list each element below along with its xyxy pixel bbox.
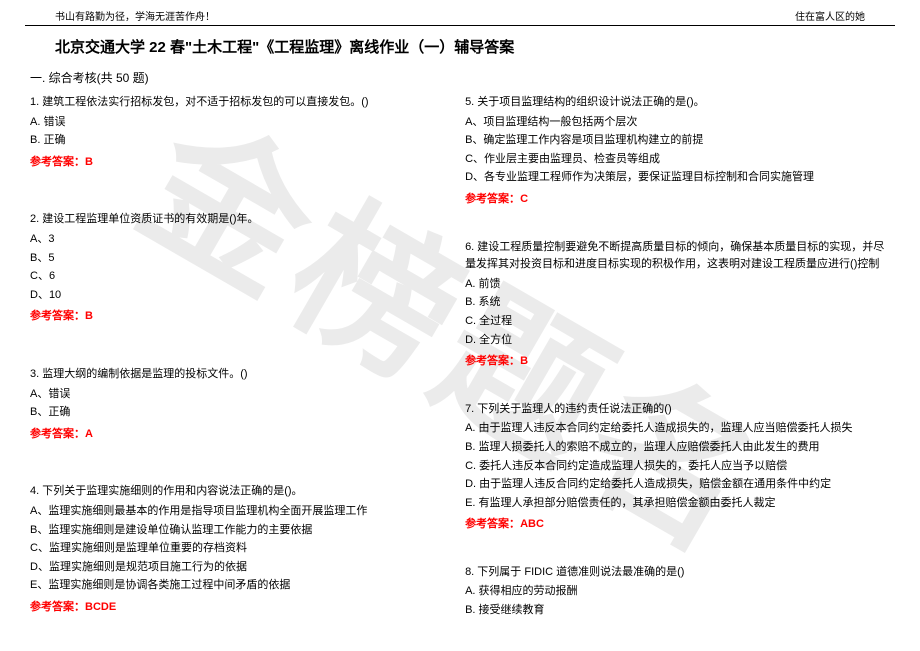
option: D、10 — [30, 287, 445, 305]
question-text: 1. 建筑工程依法实行招标发包，对不适于招标发包的可以直接发包。() — [30, 94, 445, 112]
right-column: 5. 关于项目监理结构的组织设计说法正确的是()。 A、项目监理结构一般包括两个… — [465, 94, 890, 644]
option: A. 获得相应的劳动报酬 — [465, 583, 890, 601]
document-title: 北京交通大学 22 春"土木工程"《工程监理》离线作业（一）辅导答案 — [0, 26, 920, 65]
section-title: 一. 综合考核(共 50 题) — [0, 65, 920, 94]
question-2: 2. 建设工程监理单位资质证书的有效期是()年。 A、3 B、5 C、6 D、1… — [30, 211, 445, 326]
option: B、5 — [30, 250, 445, 268]
answer: 参考答案：A — [30, 426, 445, 444]
answer: 参考答案：B — [30, 308, 445, 326]
option: B、正确 — [30, 404, 445, 422]
question-text: 2. 建设工程监理单位资质证书的有效期是()年。 — [30, 211, 445, 229]
option: A、3 — [30, 231, 445, 249]
option: D、各专业监理工程师作为决策层，要保证监理目标控制和合同实施管理 — [465, 169, 890, 187]
answer: 参考答案：ABC — [465, 516, 890, 534]
option: C、监理实施细则是监理单位重要的存档资料 — [30, 540, 445, 558]
option: A、错误 — [30, 386, 445, 404]
option: C、作业层主要由监理员、检查员等组成 — [465, 151, 890, 169]
option: B. 监理人损委托人的索赔不成立的，监理人应赔偿委托人由此发生的费用 — [465, 439, 890, 457]
option: B. 接受继续教育 — [465, 602, 890, 620]
question-7: 7. 下列关于监理人的违约责任说法正确的() A. 由于监理人违反本合同约定给委… — [465, 401, 890, 534]
question-4: 4. 下列关于监理实施细则的作用和内容说法正确的是()。 A、监理实施细则最基本… — [30, 483, 445, 616]
question-text: 3. 监理大纲的编制依据是监理的投标文件。() — [30, 366, 445, 384]
option: D. 由于监理人违反合同约定给委托人造成损失，赔偿金额在通用条件中约定 — [465, 476, 890, 494]
answer: 参考答案：B — [465, 353, 890, 371]
question-text: 6. 建设工程质量控制要避免不断提高质量目标的倾向，确保基本质量目标的实现，并尽… — [465, 239, 890, 274]
option: E、监理实施细则是协调各类施工过程中间矛盾的依据 — [30, 577, 445, 595]
option: C. 委托人违反本合同约定造成监理人损失的，委托人应当予以赔偿 — [465, 458, 890, 476]
question-1: 1. 建筑工程依法实行招标发包，对不适于招标发包的可以直接发包。() A. 错误… — [30, 94, 445, 171]
option: D. 全方位 — [465, 332, 890, 350]
option: A. 前馈 — [465, 276, 890, 294]
left-column: 1. 建筑工程依法实行招标发包，对不适于招标发包的可以直接发包。() A. 错误… — [30, 94, 465, 644]
option: A. 错误 — [30, 114, 445, 132]
question-text: 5. 关于项目监理结构的组织设计说法正确的是()。 — [465, 94, 890, 112]
option: B、确定监理工作内容是项目监理机构建立的前提 — [465, 132, 890, 150]
answer: 参考答案：C — [465, 191, 890, 209]
option: D、监理实施细则是规范项目施工行为的依据 — [30, 559, 445, 577]
content-columns: 1. 建筑工程依法实行招标发包，对不适于招标发包的可以直接发包。() A. 错误… — [0, 94, 920, 644]
option: A. 由于监理人违反本合同约定给委托人造成损失的，监理人应当赔偿委托人损失 — [465, 420, 890, 438]
option: C. 全过程 — [465, 313, 890, 331]
question-8: 8. 下列属于 FIDIC 道德准则说法最准确的是() A. 获得相应的劳动报酬… — [465, 564, 890, 620]
option: A、监理实施细则最基本的作用是指导项目监理机构全面开展监理工作 — [30, 503, 445, 521]
header-right: 住在富人区的她 — [795, 8, 865, 23]
option: E. 有监理人承担部分赔偿责任的，其承担赔偿金额由委托人裁定 — [465, 495, 890, 513]
question-3: 3. 监理大纲的编制依据是监理的投标文件。() A、错误 B、正确 参考答案：A — [30, 366, 445, 443]
option: B. 系统 — [465, 294, 890, 312]
page-header: 书山有路勤为径，学海无涯苦作舟！ 住在富人区的她 — [25, 0, 895, 26]
question-text: 4. 下列关于监理实施细则的作用和内容说法正确的是()。 — [30, 483, 445, 501]
header-left: 书山有路勤为径，学海无涯苦作舟！ — [55, 8, 215, 23]
option: B、监理实施细则是建设单位确认监理工作能力的主要依据 — [30, 522, 445, 540]
answer: 参考答案：BCDE — [30, 599, 445, 617]
option: B. 正确 — [30, 132, 445, 150]
question-5: 5. 关于项目监理结构的组织设计说法正确的是()。 A、项目监理结构一般包括两个… — [465, 94, 890, 209]
question-text: 8. 下列属于 FIDIC 道德准则说法最准确的是() — [465, 564, 890, 582]
question-text: 7. 下列关于监理人的违约责任说法正确的() — [465, 401, 890, 419]
option: C、6 — [30, 268, 445, 286]
question-6: 6. 建设工程质量控制要避免不断提高质量目标的倾向，确保基本质量目标的实现，并尽… — [465, 239, 890, 371]
option: A、项目监理结构一般包括两个层次 — [465, 114, 890, 132]
answer: 参考答案：B — [30, 154, 445, 172]
